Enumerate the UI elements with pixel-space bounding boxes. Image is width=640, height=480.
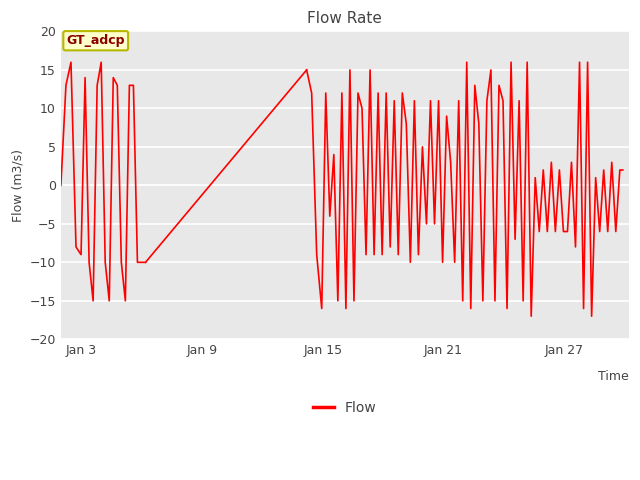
Title: Flow Rate: Flow Rate [307,11,382,26]
Legend: Flow: Flow [307,396,382,420]
Text: Time: Time [598,370,629,383]
Text: GT_adcp: GT_adcp [67,34,125,47]
Y-axis label: Flow (m3/s): Flow (m3/s) [11,149,24,222]
